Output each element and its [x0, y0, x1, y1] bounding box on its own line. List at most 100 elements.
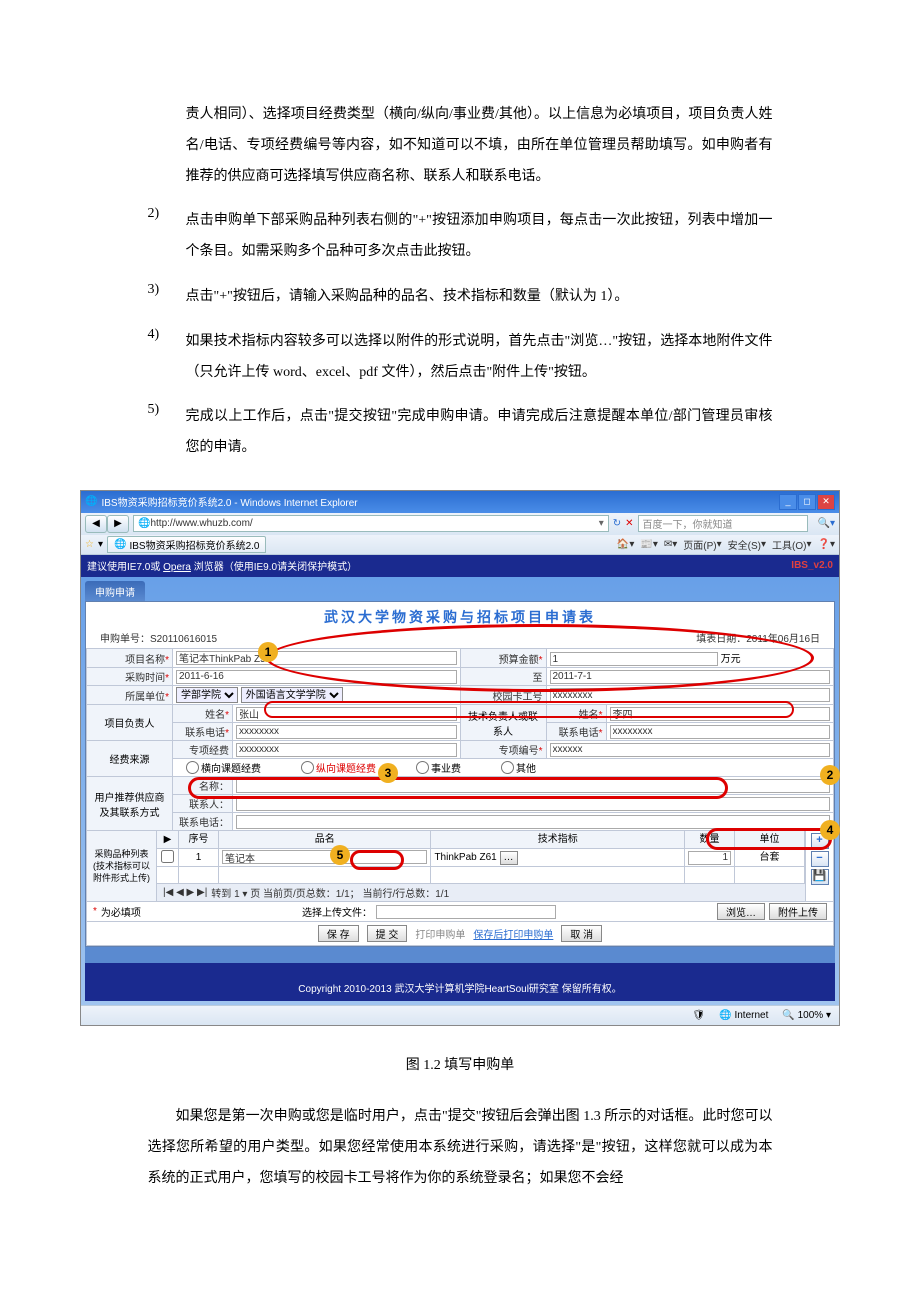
input-fzr-xm[interactable] [236, 707, 457, 721]
label-xm: 姓名 [205, 710, 225, 721]
favorites-dropdown-icon[interactable]: ▾ [98, 539, 103, 550]
remove-row-button[interactable]: − [811, 851, 829, 867]
trailing-paragraph: 如果您是第一次申购或您是临时用户，点击"提交"按钮后会弹出图 1.3 所示的对话… [148, 1102, 773, 1194]
col-pm: 品名 [219, 831, 431, 848]
save-row-button[interactable]: 💾 [811, 869, 829, 885]
stop-icon[interactable]: ✕ [625, 518, 633, 529]
label-lxdh2: 联系电话： [179, 818, 229, 829]
input-cgsj1[interactable] [176, 670, 457, 684]
forward-button[interactable]: ▶ [107, 515, 129, 533]
safety-menu[interactable]: 安全(S)▾ [728, 537, 766, 552]
app-tab-header: 申购申请 [85, 581, 835, 601]
table-row[interactable]: 1 ThinkPab Z61 … 台套 [156, 849, 806, 867]
row-checkbox[interactable] [161, 850, 174, 863]
ie-icon: 🌐 [85, 496, 97, 507]
input-ysje[interactable] [550, 652, 718, 666]
print-link[interactable]: 打印申购单 [415, 926, 465, 941]
tab-title: IBS物资采购招标竞价系统2.0 [129, 537, 259, 552]
copyright: Copyright 2010-2013 武汉大学计算机学院HeartSoul研究… [85, 963, 835, 1001]
cell-jz: ThinkPab Z61 [434, 852, 496, 863]
label-mc: 名称： [199, 782, 229, 793]
maximize-button[interactable]: ◻ [798, 494, 816, 510]
zoom-text[interactable]: 🔍 100% ▾ [782, 1010, 831, 1021]
submit-button[interactable]: 提 交 [367, 925, 408, 942]
help-icon[interactable]: ❓▾ [818, 537, 835, 552]
callout-5: 5 [330, 845, 350, 865]
input-fzr-dh[interactable] [236, 725, 457, 739]
fill-date: 2011年06月16日 [746, 634, 820, 645]
mail-icon[interactable]: ✉▾ [664, 537, 677, 552]
label-xykgh: 校园卡工号 [493, 692, 543, 703]
input-xykgh[interactable] [550, 688, 831, 702]
form-subheader: 申购单号：S20110616015 填表日期：2011年06月16日 [86, 630, 834, 648]
input-cgsj2[interactable] [550, 670, 831, 684]
cancel-button[interactable]: 取 消 [561, 925, 602, 942]
select-dw2[interactable]: 外国语言文学学院 [241, 687, 343, 703]
favorites-icon[interactable]: ☆ [85, 539, 94, 550]
action-row: 保 存 提 交 打印申购单 保存后打印申购单 取 消 [86, 922, 834, 946]
zone-text: Internet [734, 1010, 768, 1021]
save-button[interactable]: 保 存 [318, 925, 359, 942]
upload-row: *为必填项 选择上传文件： 浏览… 附件上传 [86, 902, 834, 922]
input-js-dh[interactable] [610, 725, 831, 739]
ie-command-bar: 🏠▾ 📰▾ ✉▾ 页面(P)▾ 安全(S)▾ 工具(O)▾ ❓▾ [617, 537, 835, 552]
list-text: 点击申购单下部采购品种列表右侧的"+"按钮添加申购项目，每点击一次此按钮，列表中… [186, 206, 773, 268]
label-js-lxdh: 联系电话 [559, 728, 599, 739]
browser-tab[interactable]: 🌐 IBS物资采购招标竞价系统2.0 [107, 536, 266, 553]
form-panel: 武汉大学物资采购与招标项目申请表 申购单号：S20110616015 填表日期：… [85, 601, 835, 948]
form-title: 武汉大学物资采购与招标项目申请表 [86, 602, 834, 630]
minimize-button[interactable]: _ [779, 494, 797, 510]
label-cgpzlb: 采购品种列表 (技术指标可以附件形式上传) [86, 831, 156, 902]
tools-menu[interactable]: 工具(O)▾ [772, 537, 811, 552]
input-js-xm[interactable] [610, 707, 831, 721]
page-menu[interactable]: 页面(P)▾ [683, 537, 721, 552]
pager-arrows[interactable]: |◀ ◀ ▶ ▶| [163, 887, 207, 898]
input-upload-path[interactable] [376, 905, 556, 919]
back-button[interactable]: ◀ [85, 515, 107, 533]
refresh-icon[interactable]: ↻ [613, 518, 621, 529]
radio-qt[interactable]: 其他 [501, 760, 536, 775]
list-num: 3) [148, 282, 186, 313]
radio-hxkt[interactable]: 横向课题经费 [186, 760, 261, 775]
required-note: 为必填项 [101, 904, 141, 919]
upload-button[interactable]: 附件上传 [769, 903, 827, 920]
url-dropdown-icon[interactable]: ▾ [599, 518, 604, 529]
input-gys-lxdh[interactable] [236, 815, 830, 829]
input-xmmc[interactable] [176, 651, 457, 665]
window-title: IBS物资采购招标竞价系统2.0 - Windows Internet Expl… [101, 494, 357, 509]
input-pm[interactable] [222, 850, 427, 864]
input-gys-mc[interactable] [236, 779, 830, 793]
callout-1: 1 [258, 642, 278, 662]
radio-zxkt[interactable]: 纵向课题经费 [301, 760, 376, 775]
col-dw: 单位 [735, 831, 805, 848]
search-input[interactable]: 百度一下，你就知道 [638, 515, 808, 532]
search-icon[interactable]: 🔍▾ [818, 518, 835, 529]
save-print-link[interactable]: 保存后打印申购单 [473, 926, 553, 941]
input-sl[interactable] [688, 851, 731, 865]
opera-link[interactable]: Opera [163, 562, 191, 573]
unit-wy: 万元 [721, 654, 741, 665]
ie-navbar: ◀ ▶ 🌐 http://www.whuzb.com/ ▾ ↻ ✕ 百度一下，你… [81, 513, 839, 535]
list-item-3: 3) 点击"+"按钮后，请输入采购品种的品名、技术指标和数量（默认为 1）。 [148, 282, 773, 313]
input-zxjf[interactable] [236, 743, 457, 757]
select-dw1[interactable]: 学部学院 [176, 687, 238, 703]
input-gys-lxr[interactable] [236, 797, 830, 811]
tab-purchase-apply[interactable]: 申购申请 [85, 581, 145, 601]
list-item-4: 4) 如果技术指标内容较多可以选择以附件的形式说明，首先点击"浏览…"按钮，选择… [148, 327, 773, 389]
close-button[interactable]: ✕ [817, 494, 835, 510]
input-zxbh[interactable] [550, 743, 831, 757]
search-placeholder: 百度一下，你就知道 [643, 516, 733, 531]
tech-detail-button[interactable]: … [500, 851, 518, 865]
figure-caption: 图 1.2 填写申购单 [0, 1054, 920, 1074]
address-bar[interactable]: 🌐 http://www.whuzb.com/ ▾ [133, 515, 609, 532]
url-text: http://www.whuzb.com/ [150, 518, 252, 529]
home-icon[interactable]: 🏠▾ [617, 537, 634, 552]
list-text: 如果技术指标内容较多可以选择以附件的形式说明，首先点击"浏览…"按钮，选择本地附… [186, 327, 773, 389]
radio-syf[interactable]: 事业费 [416, 760, 461, 775]
browse-button[interactable]: 浏览… [717, 903, 765, 920]
label-jfly: 经费来源 [110, 755, 150, 766]
label-gys: 用户推荐供应商及其联系方式 [95, 793, 165, 819]
order-no: S20110616015 [150, 634, 217, 645]
banner-text: 建议使用IE7.0或 [87, 562, 160, 573]
rss-icon[interactable]: 📰▾ [640, 537, 657, 552]
